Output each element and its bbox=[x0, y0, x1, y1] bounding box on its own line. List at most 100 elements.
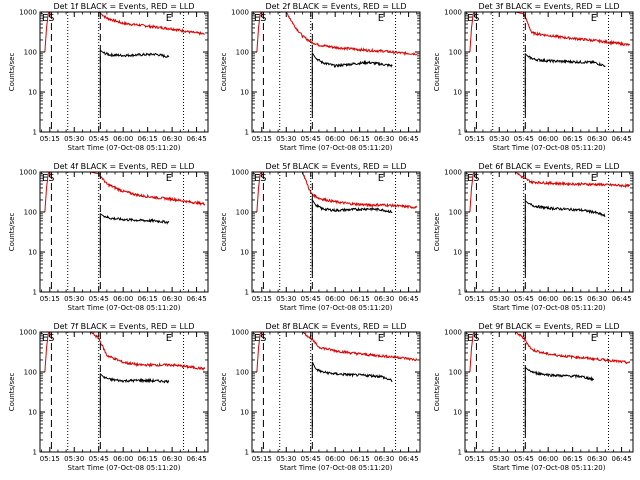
series-line-events bbox=[311, 51, 393, 113]
series-group bbox=[469, 12, 631, 113]
y-tick-label: 1 bbox=[458, 129, 462, 137]
y-tick-label: 1000 bbox=[231, 9, 249, 17]
x-tick-label: 06:00 bbox=[325, 455, 345, 463]
series-line-events bbox=[99, 49, 170, 113]
event-marker-label: ES bbox=[42, 333, 55, 344]
x-axis-label: Start Time (07-Oct-08 05:11:20) bbox=[493, 464, 606, 472]
y-tick-label: 10 bbox=[453, 249, 462, 257]
x-tick-label: 06:30 bbox=[587, 135, 607, 143]
event-marker-label: E bbox=[591, 173, 597, 184]
y-axis-label: Counts/sec bbox=[8, 373, 16, 412]
x-tick-label: 06:00 bbox=[538, 295, 558, 303]
y-tick-label: 100 bbox=[449, 369, 462, 377]
y-axis-label: Counts/sec bbox=[220, 373, 228, 412]
plot-frame bbox=[39, 171, 209, 293]
x-axis-label: Start Time (07-Oct-08 05:11:20) bbox=[68, 464, 181, 472]
event-marker-label: ES bbox=[467, 13, 480, 24]
chart-title: Det 1f BLACK = Events, RED = LLD bbox=[53, 2, 194, 11]
y-tick-label: 1 bbox=[458, 449, 462, 457]
x-tick-label: 05:30 bbox=[489, 135, 509, 143]
y-tick-label: 1 bbox=[33, 289, 37, 297]
x-tick-label: 05:15 bbox=[252, 295, 272, 303]
x-tick-label: 05:30 bbox=[64, 455, 84, 463]
chart-panel-8: 1 10 100 1000 05:15 05:30 05:45 06:00 06:15 06:30… bbox=[220, 322, 421, 472]
x-tick-label: 06:45 bbox=[186, 455, 206, 463]
x-tick-label: 05:15 bbox=[465, 295, 485, 303]
y-tick-label: 10 bbox=[28, 89, 37, 97]
event-marker-label: ES bbox=[254, 333, 267, 344]
series-group bbox=[469, 172, 631, 273]
y-axis-label: Counts/sec bbox=[8, 213, 16, 252]
y-tick-label: 1000 bbox=[444, 9, 462, 17]
event-marker-label: E bbox=[166, 13, 172, 24]
chart-title: Det 4f BLACK = Events, RED = LLD bbox=[53, 162, 194, 171]
chart-panel-4: 1 10 100 1000 05:15 05:30 05:45 06:00 06:15 06:30… bbox=[8, 162, 209, 312]
series-line-lld bbox=[469, 172, 631, 213]
x-tick-label: 06:15 bbox=[138, 455, 158, 463]
x-tick-label: 06:45 bbox=[398, 135, 418, 143]
x-tick-label: 06:00 bbox=[538, 135, 558, 143]
x-tick-label: 05:30 bbox=[276, 455, 296, 463]
series-line-events bbox=[311, 361, 393, 433]
event-marker-label: E bbox=[166, 173, 172, 184]
x-tick-label: 05:30 bbox=[489, 455, 509, 463]
x-tick-label: 05:45 bbox=[301, 135, 321, 143]
x-tick-label: 06:45 bbox=[186, 295, 206, 303]
series-line-lld bbox=[256, 332, 418, 373]
x-tick-label: 05:45 bbox=[301, 295, 321, 303]
y-tick-label: 1 bbox=[33, 129, 37, 137]
event-marker-label: ES bbox=[254, 173, 267, 184]
chart-title: Det 7f BLACK = Events, RED = LLD bbox=[53, 322, 194, 331]
x-tick-label: 05:45 bbox=[301, 455, 321, 463]
x-tick-label: 06:30 bbox=[162, 135, 182, 143]
y-tick-label: 1000 bbox=[231, 329, 249, 337]
x-tick-label: 06:00 bbox=[325, 135, 345, 143]
series-line-lld bbox=[44, 332, 206, 373]
series-line-lld bbox=[256, 172, 418, 213]
y-tick-label: 1000 bbox=[19, 169, 37, 177]
x-tick-label: 05:30 bbox=[64, 135, 84, 143]
x-axis-label: Start Time (07-Oct-08 05:11:20) bbox=[280, 304, 393, 312]
x-tick-label: 06:45 bbox=[611, 295, 631, 303]
x-tick-label: 06:30 bbox=[587, 295, 607, 303]
x-tick-label: 06:30 bbox=[374, 295, 394, 303]
series-line-events bbox=[524, 199, 606, 273]
y-tick-label: 100 bbox=[24, 369, 37, 377]
chart-panel-3: 1 10 100 1000 05:15 05:30 05:45 06:00 06:15 06:30… bbox=[433, 2, 634, 152]
event-marker-label: E bbox=[591, 333, 597, 344]
event-marker-label: E bbox=[378, 13, 384, 24]
y-axis-label: Counts/sec bbox=[433, 373, 441, 412]
series-group bbox=[256, 12, 418, 113]
y-axis-label: Counts/sec bbox=[220, 53, 228, 92]
x-tick-label: 05:45 bbox=[89, 455, 109, 463]
x-tick-label: 06:30 bbox=[374, 455, 394, 463]
y-axis-label: Counts/sec bbox=[433, 213, 441, 252]
x-tick-label: 05:45 bbox=[89, 295, 109, 303]
event-marker-label: E bbox=[591, 13, 597, 24]
x-axis-label: Start Time (07-Oct-08 05:11:20) bbox=[493, 144, 606, 152]
x-axis-label: Start Time (07-Oct-08 05:11:20) bbox=[280, 144, 393, 152]
plot-frame bbox=[251, 171, 421, 293]
y-axis-label: Counts/sec bbox=[433, 53, 441, 92]
y-axis-label: Counts/sec bbox=[8, 53, 16, 92]
x-tick-label: 06:15 bbox=[350, 135, 370, 143]
plot-frame bbox=[251, 11, 421, 133]
x-tick-label: 06:15 bbox=[138, 135, 158, 143]
series-line-events bbox=[99, 372, 170, 433]
x-tick-label: 06:45 bbox=[611, 455, 631, 463]
chart-panel-5: 1 10 100 1000 05:15 05:30 05:45 06:00 06:15 06:30… bbox=[220, 162, 421, 312]
plot-frame bbox=[464, 171, 634, 293]
x-tick-label: 05:45 bbox=[89, 135, 109, 143]
series-line-lld bbox=[256, 12, 418, 56]
y-tick-label: 1 bbox=[245, 129, 249, 137]
event-marker-label: E bbox=[378, 333, 384, 344]
series-line-events bbox=[99, 212, 170, 273]
x-tick-label: 05:15 bbox=[252, 455, 272, 463]
y-tick-label: 10 bbox=[240, 249, 249, 257]
event-marker-label: E bbox=[378, 173, 384, 184]
series-line-lld bbox=[469, 332, 631, 373]
x-tick-label: 06:00 bbox=[113, 135, 133, 143]
chart-title: Det 3f BLACK = Events, RED = LLD bbox=[478, 2, 619, 11]
x-tick-label: 06:45 bbox=[398, 295, 418, 303]
